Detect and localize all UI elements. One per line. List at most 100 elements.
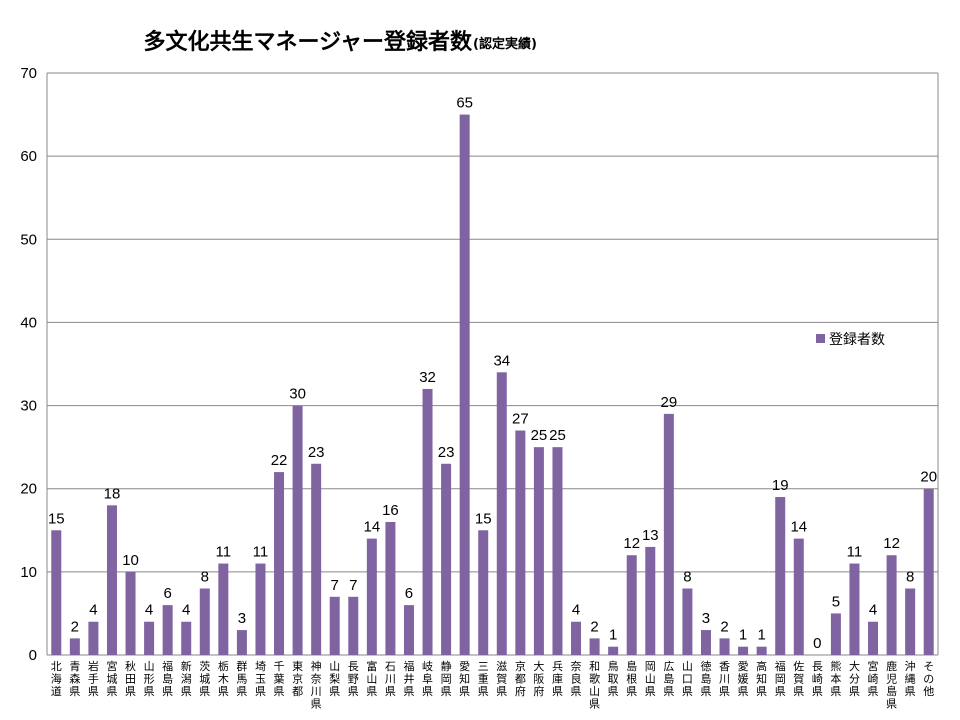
bar <box>552 447 563 655</box>
data-label: 20 <box>920 469 937 486</box>
x-tick-label: 鹿児島県 <box>886 659 897 711</box>
bar <box>645 546 656 655</box>
y-tick-label: 70 <box>20 65 37 82</box>
bar <box>236 630 247 655</box>
x-tick-label: 愛媛県 <box>738 660 749 698</box>
bar <box>385 521 396 655</box>
x-tick-label: 岐阜県 <box>422 660 433 698</box>
data-label: 12 <box>623 535 640 552</box>
x-tick-label: 山形県 <box>144 660 155 698</box>
x-tick-label: 宮城県 <box>106 659 117 698</box>
data-label: 6 <box>405 585 413 602</box>
data-label: 8 <box>683 568 691 585</box>
x-tick-label: 香川県 <box>719 660 730 698</box>
bar <box>515 430 526 655</box>
y-tick-label: 10 <box>20 564 37 581</box>
data-label: 13 <box>642 527 659 544</box>
data-label: 27 <box>512 411 529 428</box>
data-label: 8 <box>906 568 914 585</box>
data-label: 11 <box>253 544 269 561</box>
bar <box>496 372 507 655</box>
bar <box>886 555 897 655</box>
data-label: 0 <box>813 635 821 652</box>
bar <box>106 505 117 655</box>
x-tick-label: 兵庫県 <box>552 660 563 698</box>
bar <box>311 463 322 655</box>
x-tick-label: 福井県 <box>403 659 414 698</box>
x-tick-label: 島根県 <box>626 659 637 698</box>
data-label: 1 <box>739 627 747 644</box>
bar <box>69 638 80 655</box>
x-tick-label: 秋田県 <box>125 659 136 698</box>
x-tick-label: 京都府 <box>515 659 526 698</box>
data-label: 15 <box>48 510 65 527</box>
data-label: 23 <box>438 444 455 461</box>
x-tick-label: 栃木県 <box>218 659 229 698</box>
x-tick-label: 北海道 <box>51 660 62 698</box>
bar <box>292 405 303 655</box>
chart-title: 多文化共生マネージャー登録者数 <box>144 29 473 55</box>
data-label: 16 <box>382 502 399 519</box>
data-label: 5 <box>832 593 840 610</box>
data-label: 65 <box>456 95 473 112</box>
bar <box>589 638 600 655</box>
x-tick-label: 石川県 <box>385 660 396 698</box>
x-tick-label: 岩手県 <box>88 659 99 698</box>
bar <box>830 613 841 655</box>
x-tick-label: 長野県 <box>348 660 359 698</box>
x-tick-label: 三重県 <box>478 660 489 698</box>
bar <box>218 563 229 655</box>
x-tick-label: 佐賀県 <box>793 659 804 698</box>
bar <box>923 488 934 655</box>
legend-label: 登録者数 <box>829 332 885 348</box>
data-label: 2 <box>590 618 598 635</box>
gridlines <box>46 72 939 656</box>
bar <box>478 530 489 655</box>
data-label: 3 <box>702 610 710 627</box>
data-label: 2 <box>71 618 79 635</box>
data-label: 22 <box>271 452 288 469</box>
bar <box>441 463 452 655</box>
x-tick-label: 静岡県 <box>441 659 452 698</box>
data-label: 4 <box>145 602 153 619</box>
x-tick-label: 山口県 <box>682 660 693 698</box>
x-axis-ticks: 北海道青森県岩手県宮城県秋田県山形県福島県新潟県茨城県栃木県群馬県埼玉県千葉県東… <box>51 659 934 711</box>
x-tick-label: 福岡県 <box>775 659 786 698</box>
x-tick-label: 長崎県 <box>812 660 823 698</box>
x-tick-label: 青森県 <box>69 660 80 698</box>
data-label: 4 <box>89 602 97 619</box>
bar <box>459 114 470 656</box>
x-tick-label: 奈良県 <box>571 659 582 698</box>
data-label: 25 <box>531 427 548 444</box>
x-tick-label: 福島県 <box>162 659 173 698</box>
x-tick-label: 大分県 <box>849 659 860 698</box>
x-tick-label: 沖縄県 <box>905 660 916 698</box>
data-label: 1 <box>609 627 617 644</box>
data-label: 29 <box>661 394 678 411</box>
chart-subtitle: (認定実績) <box>473 36 537 52</box>
x-tick-label: 宮崎県 <box>868 659 879 698</box>
x-tick-label: 埼玉県 <box>255 659 266 698</box>
y-tick-label: 50 <box>20 231 37 248</box>
data-label: 4 <box>869 602 877 619</box>
x-tick-label: 愛知県 <box>459 660 470 698</box>
bar <box>793 538 804 655</box>
bar <box>756 646 767 655</box>
bar <box>51 530 62 655</box>
bar <box>626 555 637 655</box>
x-tick-label: 大阪府 <box>533 659 544 698</box>
y-tick-label: 20 <box>20 481 37 498</box>
bar <box>849 563 860 655</box>
bar <box>868 621 879 655</box>
data-label: 8 <box>201 568 209 585</box>
bar <box>348 596 359 655</box>
data-label: 32 <box>419 369 436 386</box>
bar <box>663 413 674 655</box>
x-tick-label: 新潟県 <box>181 659 192 698</box>
bar <box>125 571 136 655</box>
bar <box>775 497 786 655</box>
data-label: 11 <box>847 544 863 561</box>
bar <box>366 538 377 655</box>
bar <box>88 621 99 655</box>
bar <box>608 646 619 655</box>
